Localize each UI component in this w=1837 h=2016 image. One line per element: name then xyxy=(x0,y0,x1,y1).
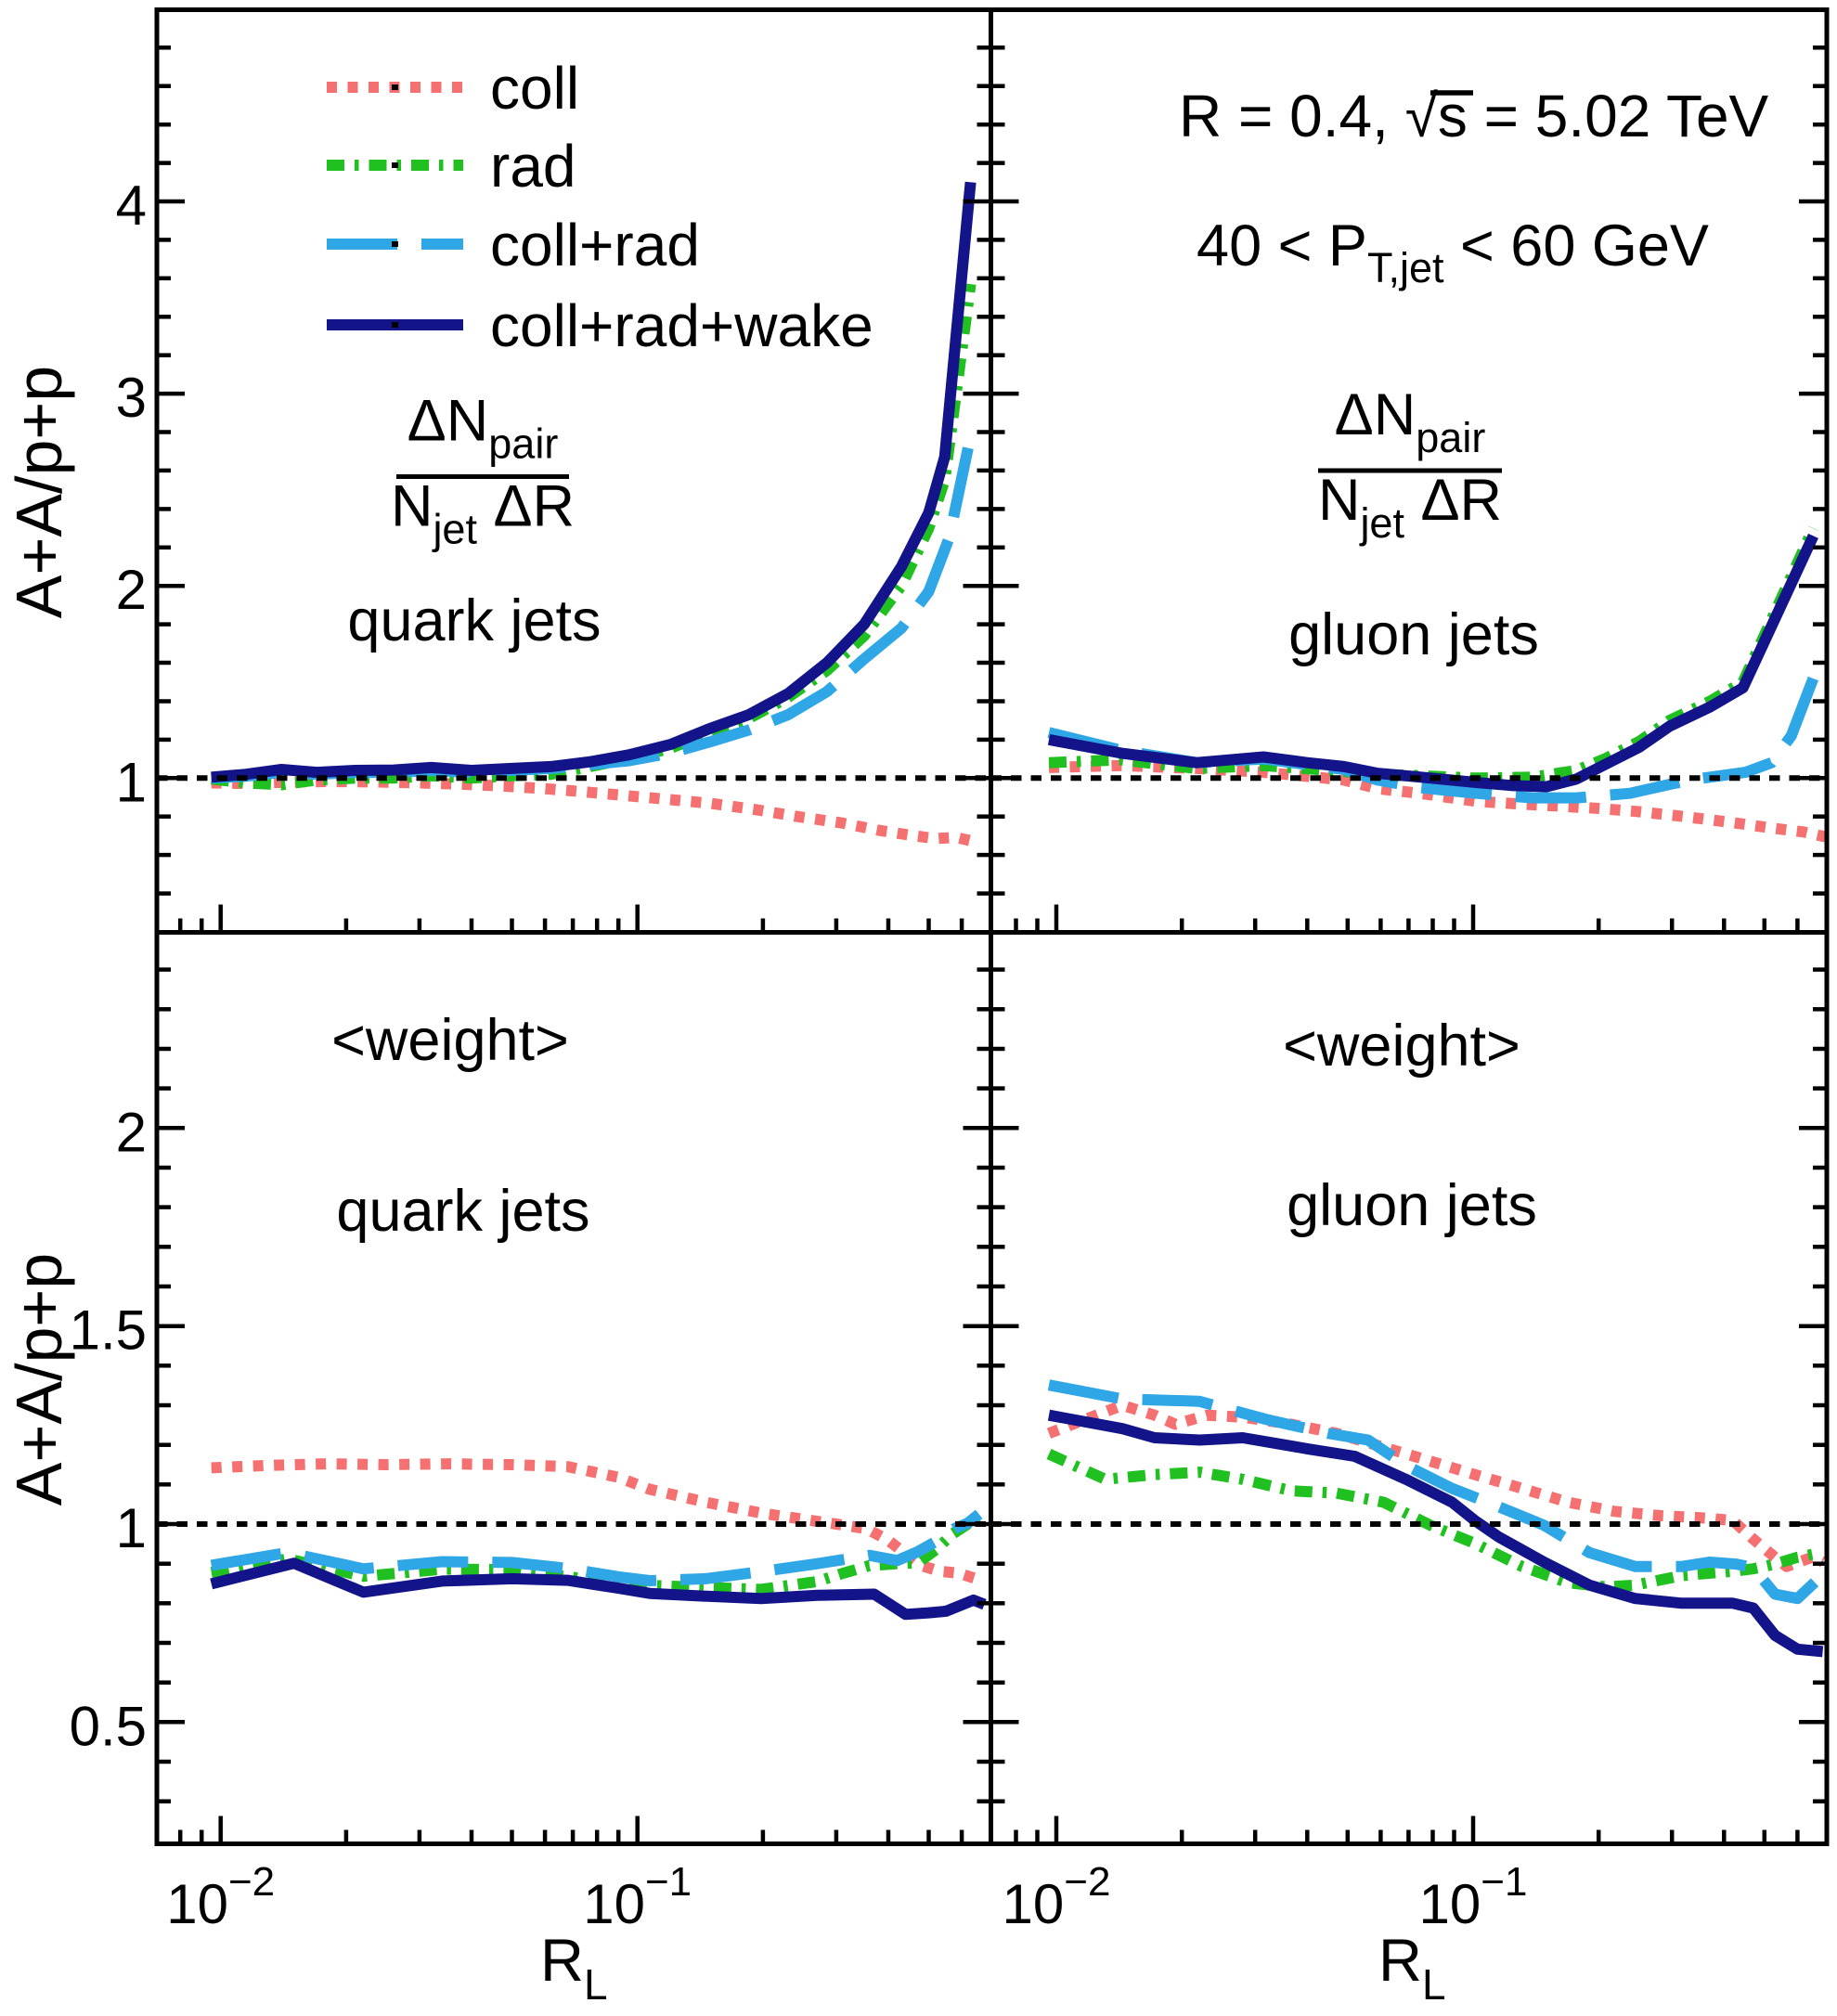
svg-text:coll+rad: coll+rad xyxy=(490,212,700,278)
svg-text:3: 3 xyxy=(116,367,147,429)
svg-text:quark jets: quark jets xyxy=(336,1179,589,1244)
svg-text:quark jets: quark jets xyxy=(347,588,601,653)
svg-text:4: 4 xyxy=(116,174,147,237)
svg-text:<weight>: <weight> xyxy=(331,1008,569,1073)
svg-text:2: 2 xyxy=(116,1101,147,1163)
svg-text:gluon jets: gluon jets xyxy=(1288,602,1539,667)
svg-text:A+A/p+p: A+A/p+p xyxy=(3,366,75,618)
svg-text:1: 1 xyxy=(116,751,147,813)
svg-text:rad: rad xyxy=(490,133,576,200)
svg-text:gluon jets: gluon jets xyxy=(1287,1173,1537,1238)
svg-text:coll+rad+wake: coll+rad+wake xyxy=(490,292,873,359)
svg-text:1.5: 1.5 xyxy=(70,1299,147,1362)
svg-text:<weight>: <weight> xyxy=(1283,1014,1520,1079)
svg-text:A+A/p+p: A+A/p+p xyxy=(3,1253,75,1506)
svg-text:0.5: 0.5 xyxy=(70,1695,147,1757)
svg-text:coll: coll xyxy=(490,55,579,122)
svg-text:2: 2 xyxy=(116,559,147,621)
svg-text:1: 1 xyxy=(116,1497,147,1559)
svg-text:R = 0.4, √s = 5.02 TeV: R = 0.4, √s = 5.02 TeV xyxy=(1179,83,1769,149)
